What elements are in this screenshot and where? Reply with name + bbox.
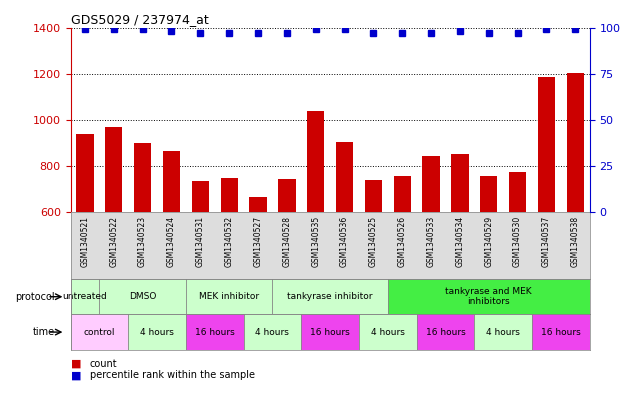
Text: untreated: untreated — [63, 292, 107, 301]
Text: GSM1340529: GSM1340529 — [484, 215, 494, 267]
Text: 4 hours: 4 hours — [140, 328, 174, 336]
Bar — [394, 176, 411, 351]
Text: DMSO: DMSO — [129, 292, 156, 301]
Text: GSM1340534: GSM1340534 — [455, 215, 465, 267]
Text: GSM1340532: GSM1340532 — [224, 215, 234, 267]
Text: GSM1340533: GSM1340533 — [426, 215, 436, 267]
Text: 16 hours: 16 hours — [195, 328, 235, 336]
Bar — [186, 314, 244, 350]
Bar — [359, 314, 417, 350]
Bar — [417, 314, 474, 350]
Bar — [365, 180, 382, 351]
Text: time: time — [33, 327, 55, 337]
Bar — [272, 279, 388, 314]
Bar — [244, 314, 301, 350]
Text: protocol: protocol — [15, 292, 55, 302]
Bar — [301, 314, 359, 350]
Bar — [307, 110, 324, 351]
Bar — [480, 176, 497, 351]
Text: 4 hours: 4 hours — [487, 328, 520, 336]
Bar — [76, 134, 94, 351]
Text: GSM1340524: GSM1340524 — [167, 215, 176, 267]
Text: 4 hours: 4 hours — [256, 328, 289, 336]
Bar — [388, 279, 590, 314]
Text: percentile rank within the sample: percentile rank within the sample — [90, 370, 254, 380]
Bar — [567, 73, 584, 351]
Bar — [336, 142, 353, 351]
Bar — [221, 178, 238, 351]
Text: tankyrase inhibitor: tankyrase inhibitor — [287, 292, 373, 301]
Bar — [134, 143, 151, 351]
Bar — [163, 151, 180, 351]
Text: GSM1340526: GSM1340526 — [397, 215, 407, 267]
Text: GSM1340522: GSM1340522 — [109, 215, 119, 266]
Text: GSM1340538: GSM1340538 — [570, 215, 580, 267]
Bar — [192, 181, 209, 351]
Text: GSM1340521: GSM1340521 — [80, 215, 90, 266]
Bar — [509, 172, 526, 351]
Text: GSM1340530: GSM1340530 — [513, 215, 522, 267]
Bar — [538, 77, 555, 351]
Text: GSM1340527: GSM1340527 — [253, 215, 263, 267]
Text: GSM1340523: GSM1340523 — [138, 215, 147, 267]
Bar — [71, 279, 99, 314]
Bar — [105, 127, 122, 351]
Text: MEK inhibitor: MEK inhibitor — [199, 292, 259, 301]
Text: 16 hours: 16 hours — [310, 328, 350, 336]
Bar — [451, 154, 469, 351]
Bar — [474, 314, 532, 350]
Text: control: control — [83, 328, 115, 336]
Text: 16 hours: 16 hours — [426, 328, 465, 336]
Text: GDS5029 / 237974_at: GDS5029 / 237974_at — [71, 13, 208, 26]
Text: GSM1340536: GSM1340536 — [340, 215, 349, 267]
Text: GSM1340531: GSM1340531 — [196, 215, 205, 267]
Bar — [278, 180, 296, 351]
Bar — [422, 156, 440, 351]
Text: 16 hours: 16 hours — [541, 328, 581, 336]
Bar — [532, 314, 590, 350]
Text: ■: ■ — [71, 370, 81, 380]
Bar — [99, 279, 186, 314]
Text: ■: ■ — [71, 358, 81, 369]
Bar — [249, 197, 267, 351]
Text: GSM1340525: GSM1340525 — [369, 215, 378, 267]
Bar — [186, 279, 272, 314]
Text: tankyrase and MEK
inhibitors: tankyrase and MEK inhibitors — [445, 287, 532, 307]
Text: GSM1340528: GSM1340528 — [282, 215, 292, 266]
Bar — [128, 314, 186, 350]
Text: count: count — [90, 358, 117, 369]
Text: 4 hours: 4 hours — [371, 328, 404, 336]
Text: GSM1340537: GSM1340537 — [542, 215, 551, 267]
Bar — [71, 314, 128, 350]
Text: GSM1340535: GSM1340535 — [311, 215, 320, 267]
